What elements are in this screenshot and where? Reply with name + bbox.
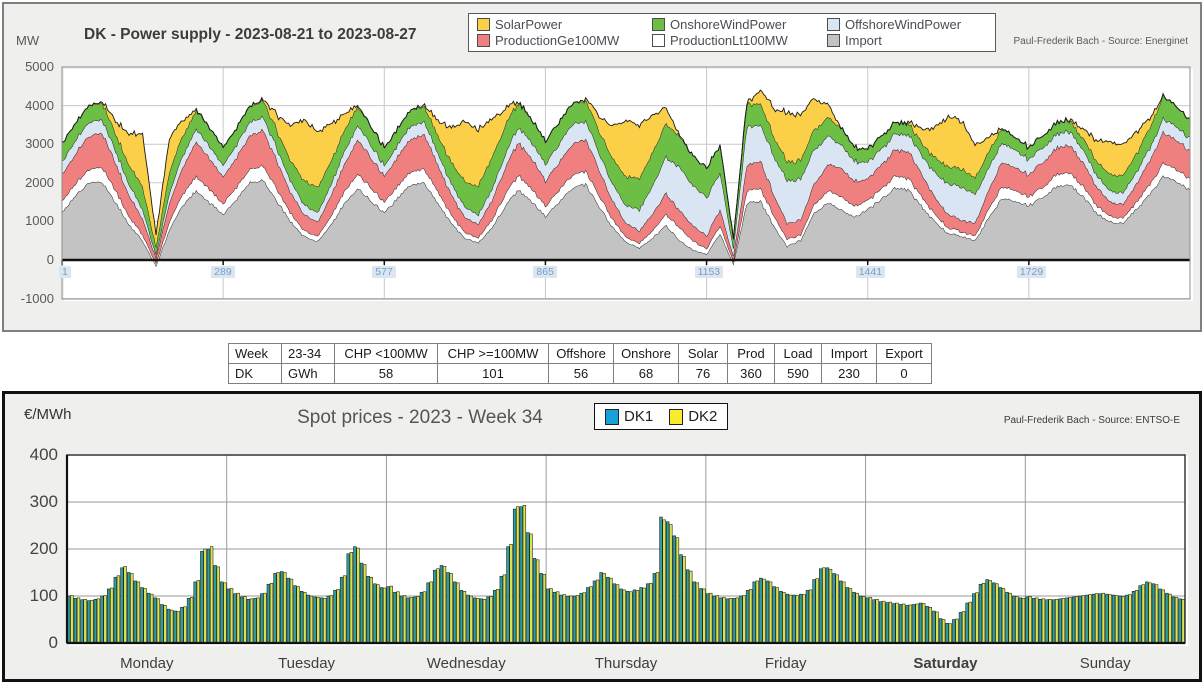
power-y-tick-2000: 2000	[25, 174, 54, 190]
legend-swatch-icon	[652, 34, 665, 47]
table-cell: Onshore	[613, 343, 679, 364]
spot-chart-title: Spot prices - 2023 - Week 34	[297, 407, 543, 428]
power-y-tick-5000: 5000	[25, 59, 54, 74]
power-x-tick-289: 289	[211, 266, 235, 278]
table-cell: Prod	[727, 343, 775, 364]
table-cell: Week	[228, 343, 282, 364]
power-x-tick-577: 577	[372, 266, 396, 278]
spot-day-label-Sunday: Sunday	[1079, 655, 1131, 672]
power-y-tick--1000: -1000	[20, 290, 54, 306]
spot-y-tick-100: 100	[29, 586, 58, 605]
legend-swatch-icon	[669, 408, 684, 425]
table-cell: 230	[821, 363, 877, 384]
spot-source-note: Paul-Frederik Bach - Source: ENTSO-E	[1003, 415, 1180, 426]
power-x-tick-1441: 1441	[855, 266, 886, 278]
power-legend-label: Import	[845, 33, 882, 48]
power-y-tick-1000: 1000	[25, 213, 54, 229]
spot-day-label-Monday: Monday	[120, 655, 174, 672]
power-legend-label: OffshoreWindPower	[845, 17, 962, 32]
power-source-note: Paul-Frederik Bach - Source: Energinet	[1013, 36, 1188, 47]
spot-legend-label: DK1	[624, 408, 654, 425]
legend-swatch-icon	[605, 408, 619, 425]
table-cell: 101	[437, 363, 549, 384]
power-legend-item-Import: Import	[827, 33, 977, 48]
spot-y-tick-200: 200	[29, 539, 58, 558]
power-y-tick-0: 0	[46, 252, 54, 267]
table-cell: Load	[774, 343, 822, 364]
spot-legend-item-DK1: DK1	[605, 408, 653, 425]
legend-swatch-icon	[477, 18, 490, 31]
table-cell: CHP >=100MW	[437, 343, 549, 364]
table-cell: 68	[613, 363, 679, 384]
power-legend-label: SolarPower	[495, 17, 563, 32]
spot-y-tick-300: 300	[29, 492, 58, 511]
table-cell: 56	[548, 363, 614, 384]
power-legend-label: ProductionGe100MW	[495, 33, 620, 48]
legend-swatch-icon	[477, 34, 490, 47]
spot-day-label-Thursday: Thursday	[594, 655, 658, 672]
table-cell: 76	[678, 363, 728, 384]
table-cell: GWh	[281, 363, 335, 384]
legend-swatch-icon	[827, 18, 840, 31]
spot-day-label-Wednesday: Wednesday	[426, 655, 506, 672]
power-y-tick-3000: 3000	[25, 136, 54, 152]
table-cell: DK	[228, 363, 282, 384]
power-x-tick-1: 1	[59, 266, 71, 278]
table-cell: 0	[876, 363, 932, 384]
weekly-summary-table: Week 23-34 CHP <100MW CHP >=100MW Offshore On…	[228, 343, 932, 384]
spot-legend-item-DK2: DK2	[669, 408, 717, 425]
spot-day-label-Friday: Friday	[764, 655, 807, 672]
spot-legend: DK1 DK2	[594, 403, 729, 430]
spot-day-label-Saturday: Saturday	[913, 655, 978, 672]
power-x-tick-1153: 1153	[694, 266, 724, 278]
power-legend-item-OffshoreWindPower: OffshoreWindPower	[827, 17, 977, 32]
power-y-tick-4000: 4000	[25, 97, 54, 113]
table-cell: Export	[876, 343, 932, 364]
table-cell: Solar	[678, 343, 728, 364]
spot-day-label-Tuesday: Tuesday	[278, 655, 336, 672]
power-y-axis-unit: MW	[16, 33, 40, 48]
table-cell: 23-34	[281, 343, 335, 364]
power-legend-label: ProductionLt100MW	[670, 33, 788, 48]
power-legend-label: OnshoreWindPower	[670, 17, 787, 32]
table-header-row: Week 23-34 CHP <100MW CHP >=100MW Offshore On…	[228, 343, 932, 364]
power-legend-item-ProductionGe100MW: ProductionGe100MW	[477, 33, 652, 48]
power-x-tick-865: 865	[533, 266, 557, 278]
spot-y-tick-400: 400	[29, 445, 58, 464]
power-legend-item-ProductionLt100MW: ProductionLt100MW	[652, 33, 827, 48]
table-cell: 360	[727, 363, 775, 384]
table-cell: Offshore	[548, 343, 614, 364]
power-legend: SolarPower OnshoreWindPower OffshoreWindPo…	[468, 13, 996, 52]
table-cell: CHP <100MW	[334, 343, 438, 364]
table-data-row: DK GWh 58 101 56 68 76 360 590 230 0	[228, 363, 932, 384]
legend-swatch-icon	[827, 34, 840, 47]
power-legend-item-SolarPower: SolarPower	[477, 17, 652, 32]
power-legend-item-OnshoreWindPower: OnshoreWindPower	[652, 17, 827, 32]
spot-plot-area	[68, 456, 1188, 646]
table-cell: Import	[821, 343, 877, 364]
spot-y-tick-0: 0	[48, 633, 58, 652]
table-cell: 58	[334, 363, 438, 384]
table-cell: 590	[774, 363, 822, 384]
spot-legend-label: DK2	[688, 408, 718, 425]
spot-prices-panel	[2, 391, 1202, 682]
power-chart-title: DK - Power supply - 2023-08-21 to 2023-0…	[84, 26, 417, 43]
legend-swatch-icon	[652, 18, 665, 31]
power-x-tick-1729: 1729	[1016, 266, 1047, 278]
spot-y-axis-unit: €/MWh	[24, 406, 72, 423]
